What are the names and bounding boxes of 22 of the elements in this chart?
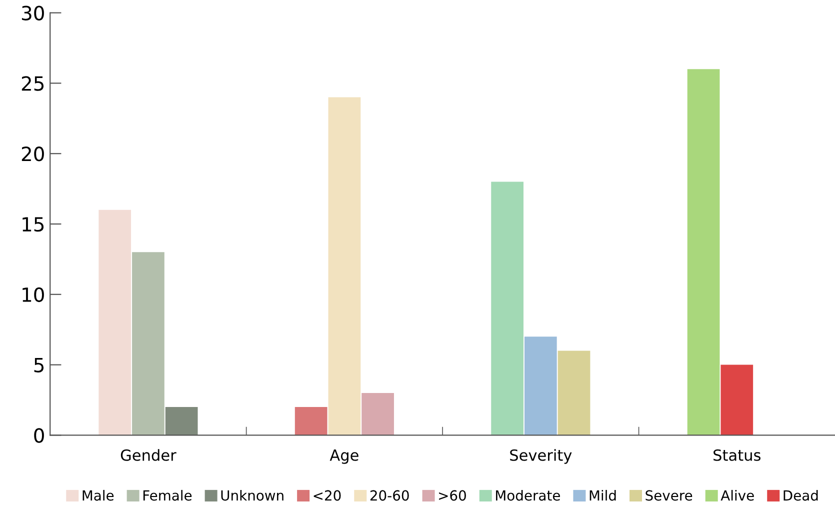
legend-label: 20-60	[370, 490, 409, 501]
legend-label: Alive	[720, 490, 754, 501]
legend-label: Female	[143, 490, 192, 501]
legend-label: <20	[314, 490, 341, 501]
x-tick-label: Severity	[510, 449, 572, 464]
y-tick-label: 20	[22, 146, 44, 162]
y-tick-label: 25	[22, 76, 44, 91]
x-tick-label: Age	[330, 450, 358, 464]
legend-label: Dead	[784, 490, 818, 501]
legend-label: Male	[82, 490, 114, 501]
y-tick-label: 15	[22, 217, 44, 232]
x-tick-label: Gender	[120, 449, 176, 461]
legend-label: Unknown	[221, 490, 284, 501]
y-tick-label: 0	[34, 428, 44, 443]
y-tick-label: 10	[22, 287, 44, 302]
legend-label: Mild	[590, 490, 616, 501]
legend-label: Severe	[646, 490, 692, 501]
legend-label: >60	[439, 490, 466, 501]
y-tick-label: 30	[22, 6, 44, 20]
legend-label: Moderate	[496, 490, 560, 501]
y-tick-label: 5	[34, 358, 44, 372]
x-tick-label: Status	[714, 449, 760, 461]
